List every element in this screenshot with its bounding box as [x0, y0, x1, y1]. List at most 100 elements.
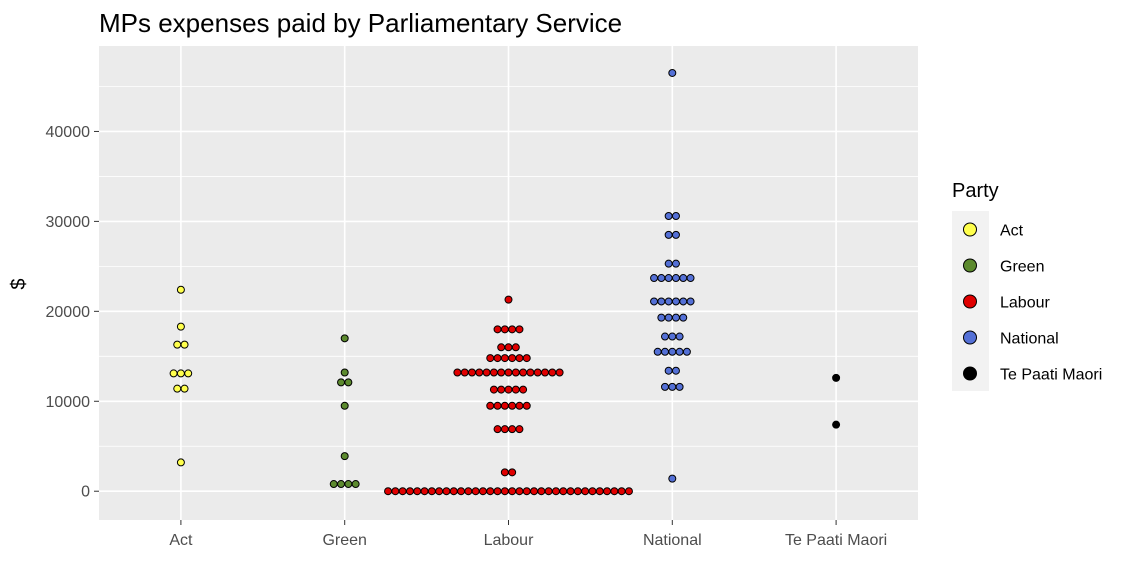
- data-point: [500, 487, 509, 496]
- data-point: [337, 378, 346, 387]
- data-point: [832, 420, 841, 429]
- data-point: [460, 368, 469, 377]
- data-point: [471, 487, 480, 496]
- data-point: [511, 368, 520, 377]
- data-point: [668, 68, 677, 77]
- legend-label: Labour: [1000, 295, 1050, 312]
- data-point: [493, 487, 502, 496]
- data-point: [176, 322, 185, 331]
- data-point: [541, 368, 549, 377]
- data-point: [515, 325, 524, 334]
- y-tick-label: 30000: [46, 214, 91, 231]
- data-point: [504, 295, 513, 304]
- y-tick-label: 20000: [46, 304, 91, 321]
- data-point: [508, 468, 517, 477]
- data-point: [486, 354, 495, 363]
- data-point: [508, 401, 517, 410]
- data-point: [650, 274, 659, 283]
- data-point: [500, 425, 509, 434]
- data-point: [624, 487, 633, 496]
- data-point: [537, 487, 546, 496]
- data-point: [344, 378, 353, 387]
- data-point: [486, 487, 495, 496]
- data-point: [664, 259, 673, 268]
- data-point: [486, 401, 495, 410]
- data-point: [650, 297, 659, 306]
- data-point: [340, 452, 349, 461]
- data-point: [519, 368, 528, 377]
- data-point: [610, 487, 619, 496]
- data-point: [420, 487, 429, 496]
- legend-title: Party: [952, 180, 999, 202]
- data-point: [180, 384, 189, 393]
- data-point: [351, 480, 360, 489]
- legend-swatch: [963, 294, 977, 309]
- y-tick-label: 0: [81, 484, 90, 501]
- data-point: [442, 487, 451, 496]
- data-point: [668, 347, 677, 356]
- data-point: [526, 368, 535, 377]
- data-point: [664, 297, 673, 306]
- data-point: [508, 325, 517, 334]
- data-point: [675, 332, 684, 341]
- data-point: [664, 230, 673, 239]
- data-point: [671, 211, 680, 220]
- y-tick-label: 10000: [46, 394, 91, 411]
- data-point: [173, 340, 182, 349]
- data-point: [384, 487, 393, 496]
- data-point: [668, 474, 677, 483]
- data-point: [464, 487, 473, 496]
- data-point: [832, 373, 841, 382]
- data-point: [176, 285, 185, 294]
- data-point: [482, 368, 491, 377]
- data-point: [682, 347, 691, 356]
- data-point: [504, 343, 513, 352]
- data-point: [522, 401, 531, 410]
- x-tick-label: Green: [322, 532, 366, 549]
- data-point: [493, 425, 502, 434]
- data-point: [671, 366, 680, 375]
- data-point: [475, 368, 484, 377]
- data-point: [671, 259, 680, 268]
- data-point: [559, 487, 568, 496]
- data-point: [533, 368, 542, 377]
- data-point: [664, 366, 673, 375]
- data-point: [508, 487, 517, 496]
- data-point: [405, 487, 414, 496]
- x-tick-label: Te Paati Maori: [785, 532, 887, 549]
- data-point: [679, 313, 688, 322]
- y-tick-label: 40000: [46, 124, 91, 141]
- data-point: [344, 480, 353, 489]
- data-point: [617, 487, 626, 496]
- data-point: [686, 274, 695, 283]
- data-point: [453, 368, 462, 377]
- data-point: [653, 347, 662, 356]
- data-point: [566, 487, 575, 496]
- data-point: [340, 401, 349, 410]
- data-point: [468, 368, 476, 377]
- legend-label: Act: [1000, 223, 1024, 240]
- data-point: [173, 384, 182, 393]
- data-point: [427, 487, 436, 496]
- data-point: [671, 230, 680, 239]
- data-point: [686, 297, 695, 306]
- data-point: [169, 369, 178, 378]
- data-point: [398, 487, 407, 496]
- legend-label: National: [1000, 331, 1059, 348]
- data-point: [504, 368, 513, 377]
- data-point: [664, 211, 673, 220]
- data-point: [511, 343, 520, 352]
- legend-swatch: [963, 366, 977, 381]
- data-point: [504, 385, 513, 394]
- axes: 0 10000 20000 30000 40000 Act Green Labour Natio…: [46, 124, 888, 549]
- data-point: [515, 425, 524, 434]
- data-point: [657, 297, 666, 306]
- data-point: [668, 332, 677, 341]
- data-point: [555, 368, 564, 377]
- data-point: [661, 382, 669, 391]
- data-point: [500, 468, 509, 477]
- data-point: [657, 274, 666, 283]
- data-point: [489, 368, 498, 377]
- x-tick-label: Act: [169, 532, 193, 549]
- legend-label: Te Paati Maori: [1000, 367, 1102, 384]
